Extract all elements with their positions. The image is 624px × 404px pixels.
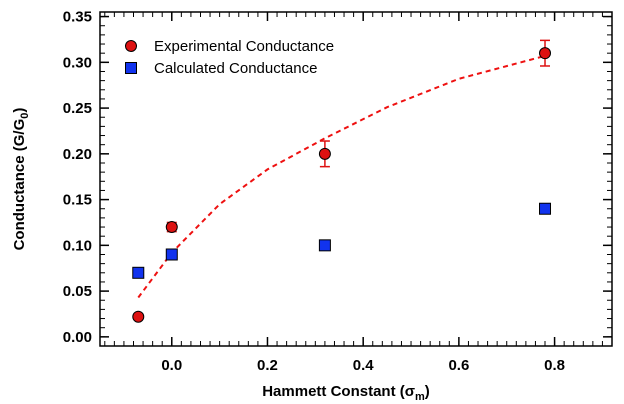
experimental-point: [318, 147, 331, 160]
y-axis-title: Conductance (G/G0): [11, 108, 31, 251]
y-tick-label: 0.20: [63, 146, 92, 163]
x-axis-title: Hammett Constant (σm): [262, 383, 430, 403]
x-tick-label: 0.6: [448, 357, 469, 374]
legend: Experimental Conductance Calculated Condu…: [125, 38, 334, 77]
legend-marker-calculated: [125, 62, 137, 74]
calculated-point: [165, 248, 178, 261]
legend-label: Calculated Conductance: [154, 60, 317, 77]
legend-label: Experimental Conductance: [154, 38, 334, 55]
y-tick-label: 0.30: [63, 54, 92, 71]
data-points: [132, 47, 552, 323]
calculated-point: [318, 239, 331, 252]
calculated-point: [539, 202, 552, 215]
experimental-point: [539, 47, 552, 60]
y-tick-label: 0.35: [63, 9, 92, 26]
y-tick-label: 0.25: [63, 100, 92, 117]
fit-curve-layer: [137, 54, 546, 299]
experimental-point: [165, 221, 178, 234]
plot-border: [99, 11, 613, 347]
x-tick-label: 0.8: [544, 357, 565, 374]
plot-frame: [99, 11, 613, 347]
legend-marker-experimental: [125, 40, 137, 52]
x-tick-label: 0.4: [353, 357, 375, 374]
y-tick-label: 0.00: [63, 329, 92, 346]
x-tick-label: 0.0: [161, 357, 182, 374]
y-tick-label: 0.15: [63, 192, 92, 209]
y-tick-label: 0.10: [63, 237, 92, 254]
fit-curve: [137, 54, 546, 299]
calculated-point: [132, 266, 145, 279]
y-tick-label: 0.05: [63, 283, 92, 300]
axis-labels: Hammett Constant (σm) Conductance (G/G0): [11, 108, 430, 403]
error-bars: [166, 39, 551, 233]
experimental-point: [132, 310, 145, 323]
x-tick-label: 0.2: [257, 357, 278, 374]
axis-ticks: 0.00 0.05 0.10 0.15 0.20 0.25 0.30 0.35 0.0 0.2 0.…: [63, 9, 613, 374]
